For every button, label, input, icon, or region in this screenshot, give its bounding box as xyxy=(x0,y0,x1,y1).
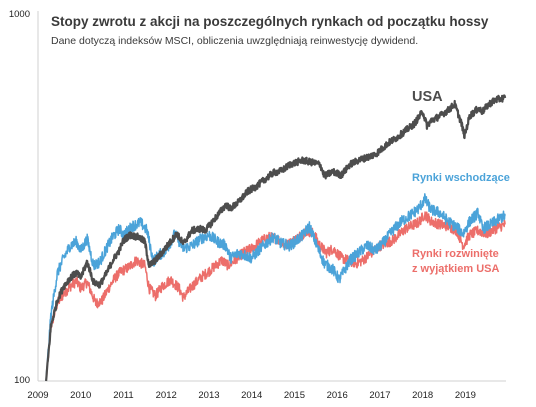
x-tick-label: 2012 xyxy=(156,390,177,401)
series-label-em: Rynki wschodzące xyxy=(412,172,510,184)
x-tick-label: 2010 xyxy=(70,390,91,401)
series-label-usa: USA xyxy=(412,89,443,105)
chart-title: Stopy zwrotu z akcji na poszczególnych r… xyxy=(51,14,489,29)
x-tick-label: 2015 xyxy=(284,390,305,401)
series-line-em xyxy=(45,193,506,382)
x-tick-label: 2016 xyxy=(327,390,348,401)
x-tick-label: 2013 xyxy=(198,390,219,401)
x-tick-label: 2019 xyxy=(455,390,476,401)
x-tick-label: 2018 xyxy=(412,390,433,401)
series-line-usa xyxy=(45,94,507,382)
x-tick-label: 2009 xyxy=(27,390,48,401)
series-label-dev: Rynki rozwinięte z wyjątkiem USA xyxy=(412,248,499,275)
y-tick-label: 1000 xyxy=(9,9,30,20)
x-tick-label: 2011 xyxy=(113,390,133,401)
y-tick-label: 100 xyxy=(14,375,30,386)
chart-subtitle: Dane dotyczą indeksów MSCI, obliczenia u… xyxy=(51,35,418,47)
x-tick-label: 2017 xyxy=(369,390,390,401)
x-tick-label: 2014 xyxy=(241,390,262,401)
